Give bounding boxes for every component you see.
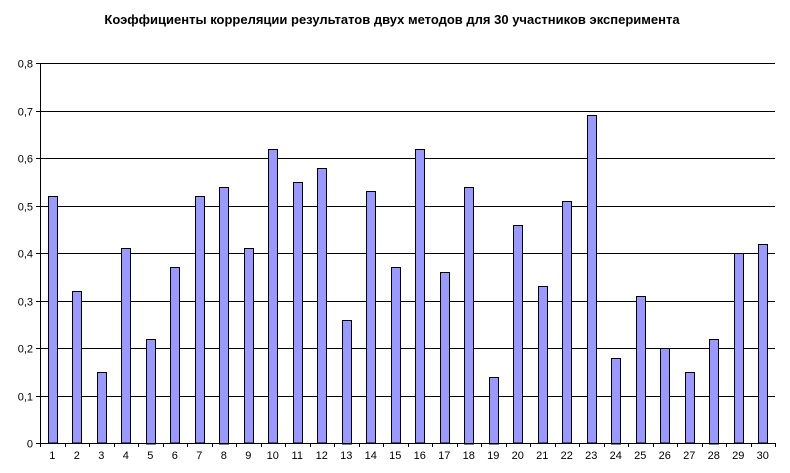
bar-2	[72, 291, 82, 444]
x-tick-label: 6	[172, 450, 178, 462]
bar-29	[734, 253, 744, 444]
bar-13	[342, 320, 352, 445]
x-tick-label: 4	[123, 450, 129, 462]
x-tick-label: 1	[49, 450, 55, 462]
x-tick-label: 17	[438, 450, 450, 462]
x-tick-label: 3	[98, 450, 104, 462]
x-tick-label: 30	[757, 450, 769, 462]
y-tick-label: 0	[27, 439, 33, 451]
bar-15	[391, 267, 401, 444]
bar-12	[317, 168, 327, 444]
x-tick-label: 29	[732, 450, 744, 462]
x-tick-label: 11	[292, 450, 303, 462]
bar-28	[709, 339, 719, 445]
y-tick-label: 0,8	[18, 59, 33, 71]
bars	[48, 115, 768, 445]
axes	[40, 63, 775, 444]
bar-7	[195, 196, 205, 444]
bar-18	[464, 187, 474, 445]
x-tick-label: 15	[389, 450, 401, 462]
bar-17	[440, 272, 450, 444]
y-tick-label: 0,5	[18, 202, 33, 214]
y-tick-label: 0,3	[18, 297, 33, 309]
x-tick-label: 24	[610, 450, 622, 462]
x-tick-label: 18	[463, 450, 475, 462]
chart-title: Коэффициенты корреляции результатов двух…	[104, 12, 680, 27]
bar-8	[219, 187, 229, 445]
grid-lines	[36, 63, 775, 444]
bar-11	[293, 182, 303, 444]
bar-30	[758, 244, 768, 444]
x-tick-label: 20	[512, 450, 524, 462]
bar-25	[636, 296, 646, 444]
bar-1	[48, 196, 58, 444]
x-tick-label: 2	[74, 450, 80, 462]
bar-19	[489, 377, 499, 445]
bar-3	[97, 372, 107, 444]
x-tick-label: 14	[365, 450, 377, 462]
bar-20	[513, 225, 523, 444]
x-tick-label: 9	[245, 450, 251, 462]
bar-9	[244, 248, 254, 444]
x-tick-label: 8	[221, 450, 227, 462]
x-tick-label: 7	[196, 450, 202, 462]
x-tick-label: 27	[683, 450, 695, 462]
bar-6	[170, 267, 180, 444]
x-tick-label: 26	[659, 450, 671, 462]
bar-5	[146, 339, 156, 445]
x-tick-label: 16	[414, 450, 426, 462]
x-tick-label: 19	[487, 450, 499, 462]
x-tick-label: 21	[536, 450, 548, 462]
bar-23	[587, 115, 597, 444]
x-tick-label: 10	[267, 450, 279, 462]
y-tick-label: 0,2	[18, 344, 33, 356]
bar-27	[685, 372, 695, 444]
y-tick-label: 0,7	[18, 107, 33, 119]
bar-26	[660, 348, 670, 444]
y-tick-label: 0,4	[18, 249, 33, 261]
y-tick-label: 0,1	[18, 392, 33, 404]
x-tick-label: 5	[147, 450, 153, 462]
x-tick-label: 13	[340, 450, 352, 462]
bar-10	[268, 149, 278, 444]
x-tick-label: 28	[708, 450, 720, 462]
bar-22	[562, 201, 572, 444]
bar-16	[415, 149, 425, 444]
x-tick-label: 22	[561, 450, 573, 462]
y-tick-labels: 0 0,1 0,2 0,3 0,4 0,5 0,6 0,7 0,8	[18, 59, 33, 451]
bar-14	[366, 191, 376, 444]
bar-21	[538, 286, 548, 444]
bar-24	[611, 358, 621, 445]
x-tick-labels: 1 2 3 4 5 6 7 8 9 10 11 12 13 14 15 16 17 18 19 20 21 22 23 24 2…	[40, 443, 776, 462]
bar-4	[121, 248, 131, 444]
x-tick-label: 12	[316, 450, 328, 462]
x-tick-label: 23	[585, 450, 597, 462]
y-tick-label: 0,6	[18, 154, 33, 166]
x-tick-label: 25	[634, 450, 646, 462]
